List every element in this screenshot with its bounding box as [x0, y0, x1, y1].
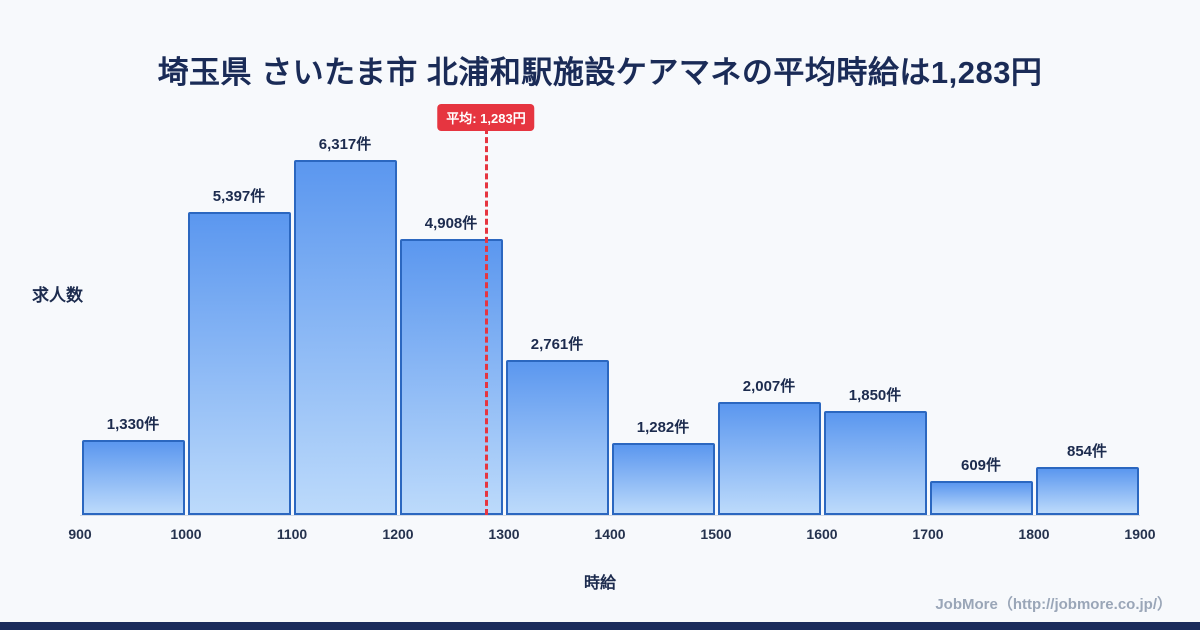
x-axis-tick: 1600 [806, 526, 838, 542]
x-axis-tick: 900 [68, 526, 92, 542]
bar-value-label: 854件 [1066, 443, 1108, 460]
footer-credit: JobMore（http://jobmore.co.jp/） [935, 596, 1172, 613]
bar-value-label: 2,761件 [530, 335, 584, 353]
x-axis-tick: 1500 [700, 526, 732, 542]
histogram-bar [293, 160, 397, 515]
bar-value-label: 5,397件 [212, 187, 266, 205]
histogram-bar [187, 211, 291, 515]
bar-value-label: 1,850件 [848, 387, 902, 405]
histogram-bar [505, 359, 609, 515]
bar-value-label: 6,317件 [318, 136, 372, 153]
average-line [484, 128, 488, 515]
x-axis-tick: 1000 [170, 526, 202, 542]
bar-value-label: 609件 [960, 456, 1002, 474]
histogram-bar [823, 411, 927, 515]
x-axis-tick: 1900 [1124, 526, 1156, 542]
bottom-accent-bar [0, 622, 1200, 630]
histogram-bar [929, 480, 1033, 515]
histogram-bar [81, 440, 185, 515]
bar-value-label: 4,908件 [424, 215, 478, 233]
x-axis-label: 時給 [583, 575, 616, 592]
bar-value-label: 1,282件 [636, 418, 690, 436]
x-axis-tick: 1200 [382, 526, 414, 542]
x-axis-tick: 1700 [912, 526, 944, 542]
x-axis-tick: 1800 [1018, 526, 1050, 542]
bar-value-label: 1,330件 [106, 416, 160, 434]
histogram-bar [611, 442, 715, 515]
histogram-bar [717, 402, 821, 515]
x-axis-line [80, 515, 1140, 516]
x-axis-tick: 1100 [276, 526, 308, 542]
bar-value-label: 2,007件 [742, 378, 796, 396]
x-axis-tick: 1300 [488, 526, 520, 542]
page-title: 埼玉県 さいたま市 北浦和駅施設ケアマネの平均時給は1,283円 [157, 54, 1043, 90]
x-axis-tick: 1400 [594, 526, 626, 542]
y-axis-label: 求人数 [32, 286, 83, 305]
average-badge: 平均: 1,283円 [437, 104, 535, 131]
histogram-bar [1035, 467, 1139, 515]
